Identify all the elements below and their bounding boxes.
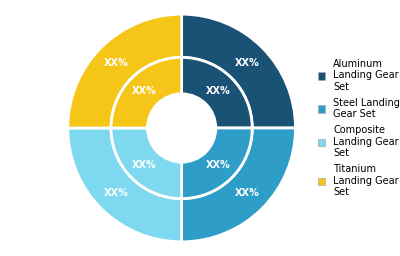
Text: XX%: XX% xyxy=(132,160,157,170)
Text: XX%: XX% xyxy=(104,188,129,198)
Wedge shape xyxy=(68,128,182,242)
Wedge shape xyxy=(68,14,182,128)
Wedge shape xyxy=(182,57,252,128)
Wedge shape xyxy=(111,57,182,128)
Wedge shape xyxy=(182,128,252,199)
Text: XX%: XX% xyxy=(104,58,129,68)
Legend: Aluminum
Landing Gear
Set, Steel Landing
Gear Set, Composite
Landing Gear
Set, T: Aluminum Landing Gear Set, Steel Landing… xyxy=(317,58,400,198)
Text: XX%: XX% xyxy=(234,188,259,198)
Text: XX%: XX% xyxy=(132,86,157,96)
Wedge shape xyxy=(111,128,182,199)
Text: XX%: XX% xyxy=(234,58,259,68)
Wedge shape xyxy=(182,14,296,128)
Wedge shape xyxy=(182,128,296,242)
Text: XX%: XX% xyxy=(206,160,231,170)
Text: XX%: XX% xyxy=(206,86,231,96)
